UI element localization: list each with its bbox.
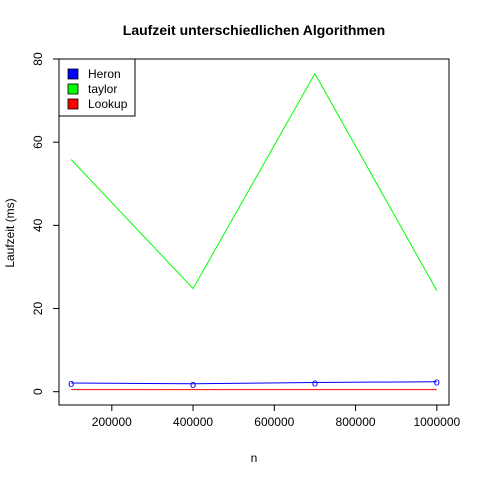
- y-tick-label: 80: [31, 52, 45, 66]
- y-tick-label: 0: [31, 388, 45, 395]
- point-marker-heron: o: [68, 378, 74, 390]
- legend-label: taylor: [88, 82, 117, 96]
- y-axis-title: Laufzeit (ms): [3, 198, 17, 267]
- legend-swatch-lookup: [67, 98, 79, 110]
- plot-area: 200000 400000 600000 800000 1000000 0 20 40 60 80…: [31, 52, 460, 429]
- legend-swatch-heron: [67, 68, 79, 80]
- point-marker-heron: o: [190, 379, 196, 391]
- x-tick-label: 600000: [254, 415, 294, 429]
- x-tick-label: 200000: [92, 415, 132, 429]
- x-tick-label: 800000: [336, 415, 376, 429]
- legend-label: Lookup: [88, 97, 128, 111]
- chart-title: Laufzeit unterschiedlichen Algorithmen: [123, 22, 385, 38]
- plot-frame: [58, 58, 450, 406]
- x-tick-label: 400000: [173, 415, 213, 429]
- y-tick-label: 20: [31, 302, 45, 316]
- point-marker-heron: o: [434, 377, 440, 389]
- series-line-taylor: [70, 72, 438, 291]
- legend-swatch-taylor: [67, 83, 79, 95]
- y-tick-label: 40: [31, 218, 45, 232]
- series-line-heron: [71, 381, 437, 385]
- x-axis-title: n: [251, 451, 258, 465]
- point-marker-heron: o: [312, 378, 318, 390]
- legend-label: Heron: [88, 67, 121, 81]
- y-tick-label: 60: [31, 135, 45, 149]
- x-tick-label: 1000000: [413, 415, 460, 429]
